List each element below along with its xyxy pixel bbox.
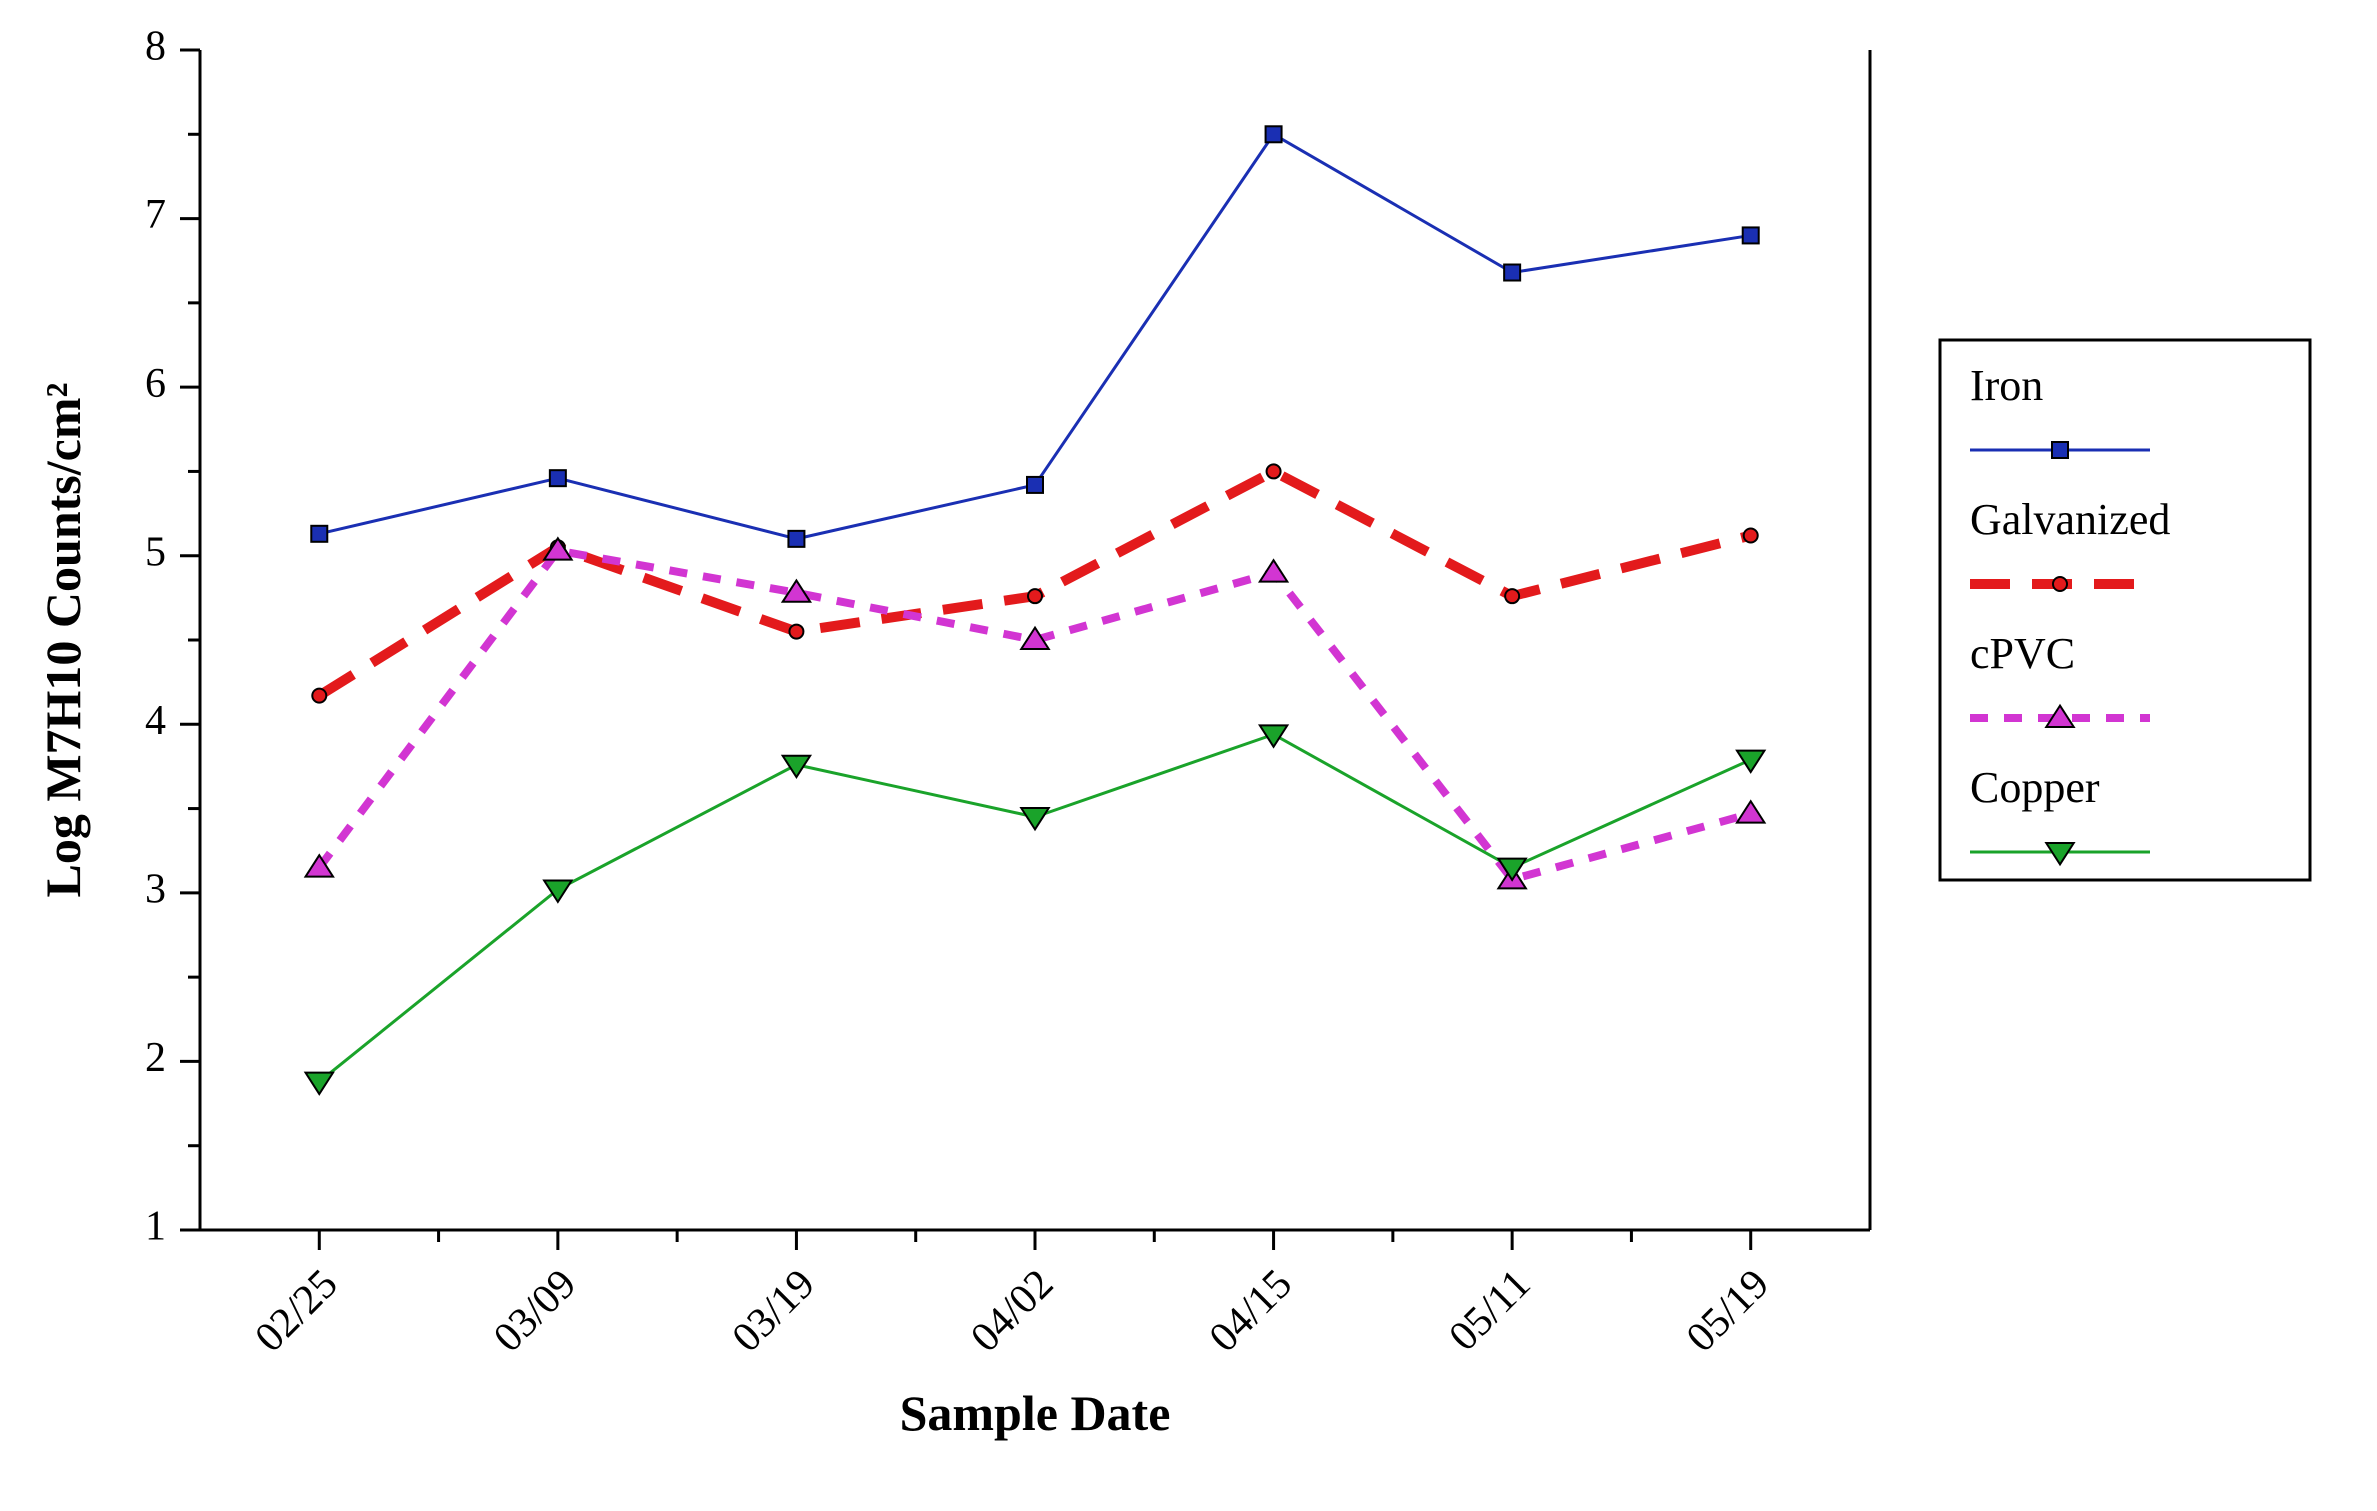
chart-container: 1234567802/2503/0903/1904/0204/1505/1105…: [0, 0, 2377, 1511]
y-tick-label: 3: [145, 866, 166, 912]
y-axis-label: Log M7H10 Counts/cm²: [35, 383, 91, 898]
legend-label-cpvc: cPVC: [1970, 629, 2075, 678]
y-tick-label: 6: [145, 361, 166, 407]
legend-label-copper: Copper: [1970, 763, 2100, 812]
y-tick-label: 2: [145, 1035, 166, 1081]
y-tick-label: 5: [145, 529, 166, 575]
y-tick-label: 7: [145, 192, 166, 238]
y-tick-label: 4: [145, 698, 166, 744]
chart-svg: 1234567802/2503/0903/1904/0204/1505/1105…: [0, 0, 2377, 1511]
legend-label-iron: Iron: [1970, 361, 2043, 410]
y-tick-label: 1: [145, 1204, 166, 1250]
legend-label-galvanized: Galvanized: [1970, 495, 2170, 544]
x-axis-label: Sample Date: [900, 1385, 1171, 1441]
y-tick-label: 8: [145, 24, 166, 70]
